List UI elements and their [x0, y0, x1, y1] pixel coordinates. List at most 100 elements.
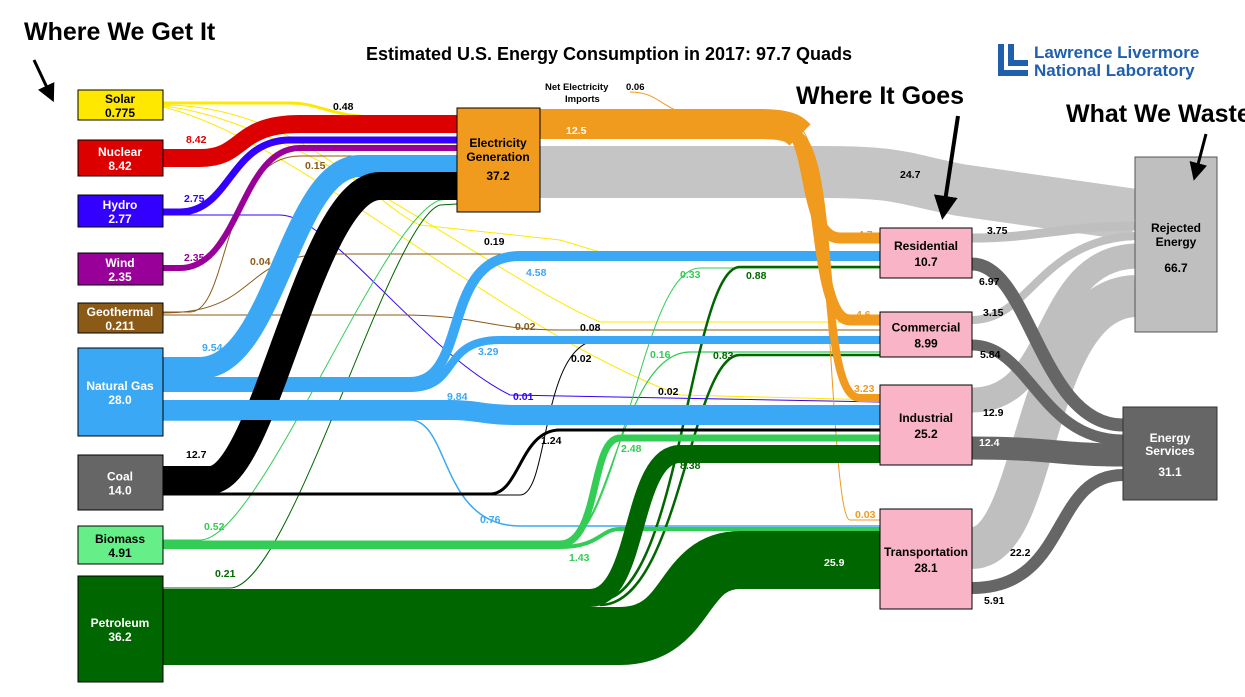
- label-geo-elec: 0.15: [305, 160, 326, 172]
- flow-geo-com: [163, 314, 880, 331]
- flow-trans-services: [971, 469, 1124, 594]
- label-petro-res: 0.88: [746, 270, 767, 282]
- flow-coal-ind: [163, 428, 880, 496]
- arrow-down-icon: [933, 115, 960, 220]
- flow-petro-ind: [163, 445, 880, 607]
- services-flows: [971, 257, 1124, 594]
- page-title: Estimated U.S. Energy Consumption in 201…: [366, 44, 852, 64]
- logo-line-1: Lawrence Livermore: [1034, 43, 1199, 62]
- label-gas-res: 4.58: [526, 267, 547, 279]
- source-name-nuclear: Nuclear: [98, 145, 142, 159]
- label-nuclear-elec: 8.42: [186, 134, 207, 146]
- flow-elec-ind: [789, 128, 880, 402]
- label-gas-ind: 9.84: [447, 391, 468, 403]
- flow-res-rejected: [971, 221, 1136, 243]
- sector-nodes: Residential 10.7 Commercial 8.99 Industrial 2…: [879, 227, 973, 610]
- source-value-geothermal: 0.211: [105, 319, 135, 333]
- sector-value-industrial: 25.2: [914, 427, 938, 441]
- electricity-value: 37.2: [486, 169, 510, 183]
- source-name-biomass: Biomass: [95, 532, 145, 546]
- label-com-srv: 5.84: [980, 349, 1001, 361]
- label-elec-res: 4.7: [858, 229, 873, 241]
- flow-coal-elec: [163, 172, 457, 494]
- rejected-label-1: Rejected: [1151, 221, 1201, 235]
- electricity-label-2: Generation: [466, 150, 529, 164]
- label-elec-rejected: 24.7: [900, 169, 921, 181]
- flow-elec-out: [540, 109, 811, 146]
- source-value-natural-gas: 28.0: [108, 393, 132, 407]
- source-name-coal: Coal: [107, 470, 133, 484]
- label-solar-ind: 0.02: [658, 386, 679, 398]
- label-elec-com: 4.6: [856, 309, 871, 321]
- label-res-rej: 3.75: [987, 225, 1008, 237]
- source-value-biomass: 4.91: [108, 546, 132, 560]
- source-value-coal: 14.0: [108, 484, 132, 498]
- label-bio-com: 0.16: [650, 349, 671, 361]
- source-node-coal: [77, 454, 164, 511]
- heading-what-we-waste: What We Waste: [1066, 100, 1245, 128]
- sector-name-commercial: Commercial: [892, 321, 961, 335]
- services-value: 31.1: [1158, 465, 1182, 479]
- electricity-node: [456, 107, 541, 213]
- source-name-hydro: Hydro: [103, 198, 138, 212]
- sector-value-transportation: 28.1: [914, 561, 938, 575]
- label-solar-elec: 0.48: [333, 101, 354, 113]
- flow-res-services: [971, 257, 1124, 432]
- label-gas-trans: 0.76: [480, 514, 501, 526]
- label-bio-res: 0.33: [680, 269, 701, 281]
- label-elec-ind: 3.23: [854, 383, 875, 395]
- label-gas-elec: 9.54: [202, 342, 223, 354]
- net-imports-label-2: Imports: [565, 94, 600, 105]
- label-geo-res: 0.04: [250, 256, 271, 268]
- flow-gas-res: [163, 251, 880, 387]
- label-bio-trans: 1.43: [569, 552, 590, 564]
- sector-value-commercial: 8.99: [914, 337, 938, 351]
- llnl-logo: Lawrence Livermore National Laboratory: [998, 43, 1199, 80]
- flow-ind-rejected: [971, 243, 1137, 413]
- heading-where-it-goes: Where It Goes: [796, 82, 964, 110]
- label-solar-com: 0.08: [580, 322, 601, 334]
- flow-gas-elec: [163, 155, 457, 379]
- flow-nuclear-elec: [163, 115, 457, 167]
- label-coal-elec: 12.7: [186, 449, 207, 461]
- rejected-value: 66.7: [1164, 261, 1188, 275]
- source-value-hydro: 2.77: [108, 212, 132, 226]
- energy-services-node: [1122, 406, 1218, 501]
- source-name-wind: Wind: [105, 256, 134, 270]
- label-res-srv: 6.97: [979, 276, 1000, 288]
- label-hydro-elec: 2.75: [184, 193, 205, 205]
- label-petro-trans: 25.9: [824, 557, 845, 569]
- label-petro-elec: 0.21: [215, 568, 236, 580]
- source-node-natural-gas: [77, 347, 164, 437]
- label-elec-trans: 0.03: [855, 509, 876, 521]
- flow-labels: 0.48 8.42 2.75 2.35 0.15 0.04 9.54 12.7 …: [184, 82, 1031, 607]
- label-coal-com: 0.02: [571, 353, 592, 365]
- label-petro-com: 0.83: [713, 350, 734, 362]
- flow-petro-com: [599, 353, 880, 607]
- source-node-hydro: [77, 194, 164, 228]
- logo-line-2: National Laboratory: [1034, 61, 1195, 80]
- sector-name-residential: Residential: [894, 239, 958, 253]
- flow-solar-ind: [162, 106, 881, 401]
- llnl-logo-mark-icon: [998, 44, 1028, 76]
- label-coal-ind: 1.24: [541, 435, 562, 447]
- flow-trans-rejected: [968, 275, 1138, 569]
- source-node-petroleum: [77, 575, 164, 683]
- flow-petro-trans: [163, 531, 880, 665]
- source-node-nuclear: [77, 139, 164, 177]
- label-bio-ind: 2.48: [621, 443, 642, 455]
- sector-node-transportation: [879, 508, 973, 610]
- source-name-natural-gas: Natural Gas: [86, 379, 154, 393]
- source-value-petroleum: 36.2: [108, 630, 132, 644]
- flow-gas-com: [163, 336, 880, 392]
- source-node-biomass: [77, 525, 164, 565]
- source-name-petroleum: Petroleum: [91, 616, 150, 630]
- flow-solar-com: [162, 105, 880, 323]
- rejected-flows: [540, 146, 1139, 569]
- flow-bio-ind: [163, 434, 880, 548]
- label-geo-com: 0.02: [515, 321, 536, 333]
- sector-node-residential: [879, 227, 973, 279]
